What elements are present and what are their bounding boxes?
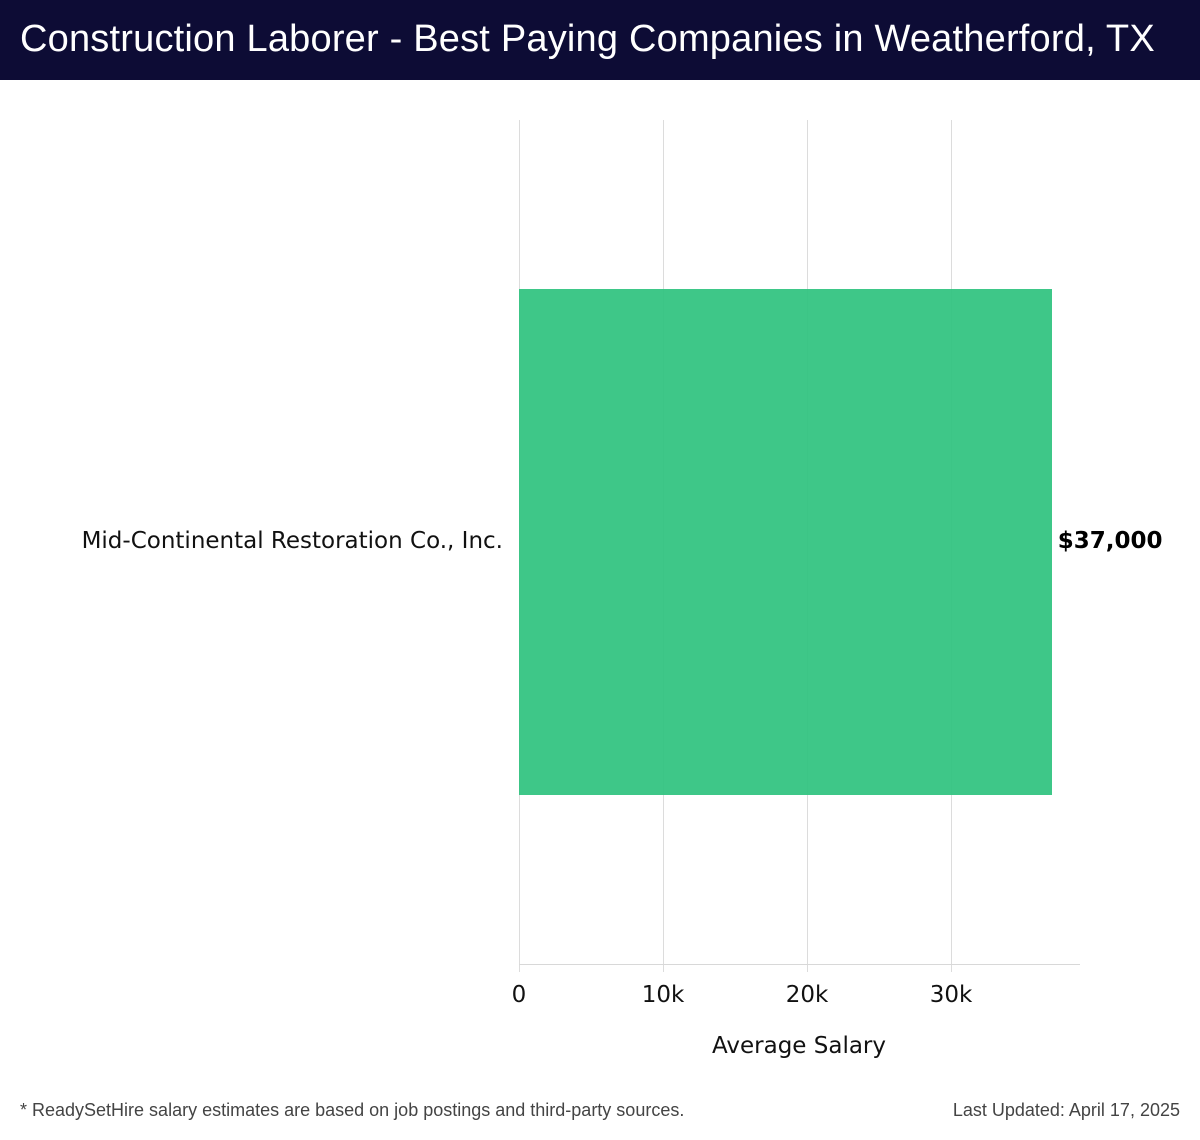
- x-tick-label: 30k: [929, 982, 973, 1008]
- x-tick-label: 10k: [641, 982, 685, 1008]
- x-tick-label: 0: [511, 982, 527, 1008]
- bar-value-label: $37,000: [1057, 528, 1163, 554]
- x-tick-label: 20k: [785, 982, 829, 1008]
- x-axis-line: [519, 964, 1080, 965]
- footnote: * ReadySetHire salary estimates are base…: [20, 1100, 685, 1120]
- title-bar: Construction Laborer - Best Paying Compa…: [0, 0, 1200, 80]
- salary-bar: [519, 289, 1052, 795]
- chart-title: Construction Laborer - Best Paying Compa…: [20, 18, 1155, 60]
- category-label: Mid-Continental Restoration Co., Inc.: [81, 528, 503, 554]
- x-axis-title: Average Salary: [711, 1033, 887, 1059]
- last-updated: Last Updated: April 17, 2025: [952, 1100, 1180, 1120]
